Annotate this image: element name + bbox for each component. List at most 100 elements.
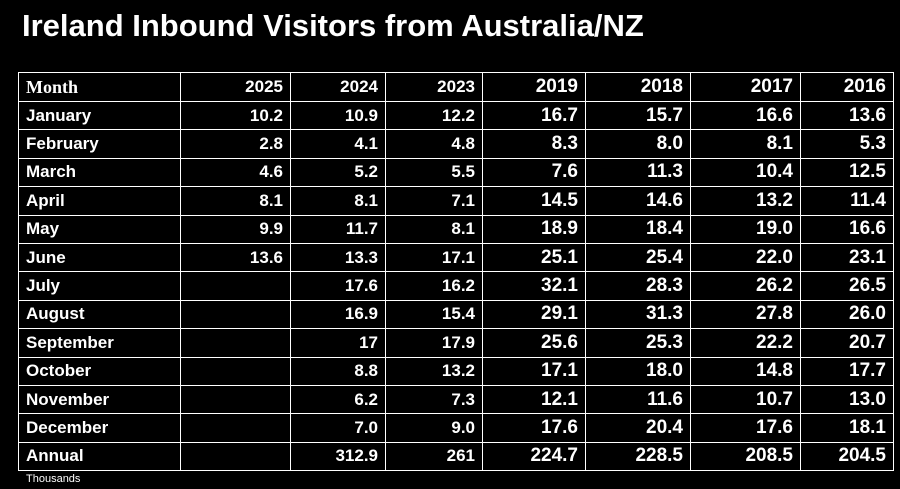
cell: 25.1 — [482, 242, 586, 273]
cell: 8.1 — [385, 214, 483, 244]
cell: 10.4 — [690, 157, 801, 188]
cell: 7.3 — [385, 384, 483, 415]
cell: 13.2 — [690, 186, 801, 216]
cell: 228.5 — [585, 441, 691, 472]
cell: 13.0 — [800, 384, 894, 415]
header-cell: Month — [18, 72, 181, 102]
cell: 12.1 — [482, 384, 586, 415]
cell: 224.7 — [482, 441, 586, 472]
cell — [180, 356, 291, 386]
cell: 16.7 — [482, 100, 586, 131]
cell — [180, 384, 291, 415]
cell: 17.6 — [690, 413, 801, 443]
cell: January — [18, 100, 181, 131]
cell: 22.0 — [690, 242, 801, 273]
cell: 204.5 — [800, 441, 894, 472]
cell: 8.3 — [482, 129, 586, 159]
cell: 25.6 — [482, 328, 586, 358]
cell: 8.1 — [180, 186, 291, 216]
cell: 11.3 — [585, 157, 691, 188]
cell: 17.1 — [385, 242, 483, 273]
cell: 17.6 — [290, 271, 386, 301]
cell: November — [18, 384, 181, 415]
cell: 4.6 — [180, 157, 291, 188]
cell — [180, 271, 291, 301]
table-row: July 17.6 16.2 32.1 28.3 26.2 26.5 — [18, 271, 894, 301]
cell: 12.2 — [385, 100, 483, 131]
cell: 2.8 — [180, 129, 291, 159]
cell: 18.9 — [482, 214, 586, 244]
cell: 32.1 — [482, 271, 586, 301]
table-row: December 7.0 9.0 17.6 20.4 17.6 18.1 — [18, 413, 894, 443]
cell: 8.8 — [290, 356, 386, 386]
cell: 11.4 — [800, 186, 894, 216]
cell: 16.2 — [385, 271, 483, 301]
cell: 17 — [290, 328, 386, 358]
cell: 14.5 — [482, 186, 586, 216]
cell: 17.6 — [482, 413, 586, 443]
cell: 261 — [385, 441, 483, 472]
cell: May — [18, 214, 181, 244]
cell: 8.0 — [585, 129, 691, 159]
cell: 7.0 — [290, 413, 386, 443]
cell: 11.6 — [585, 384, 691, 415]
table-row: October 8.8 13.2 17.1 18.0 14.8 17.7 — [18, 356, 894, 386]
cell: 20.7 — [800, 328, 894, 358]
cell — [180, 413, 291, 443]
cell: 16.6 — [690, 100, 801, 131]
cell: March — [18, 157, 181, 188]
table-row: August 16.9 15.4 29.1 31.3 27.8 26.0 — [18, 299, 894, 330]
header-row: Month 2025 2024 2023 2019 2018 2017 2016 — [18, 72, 894, 102]
cell: February — [18, 129, 181, 159]
cell: 15.7 — [585, 100, 691, 131]
cell: 25.3 — [585, 328, 691, 358]
table-row: September 17 17.9 25.6 25.3 22.2 20.7 — [18, 328, 894, 358]
table-row: Annual 312.9 261 224.7 228.5 208.5 204.5 — [18, 441, 894, 472]
cell: 312.9 — [290, 441, 386, 472]
title: Ireland Inbound Visitors from Australia/… — [22, 8, 644, 43]
cell: 13.3 — [290, 242, 386, 273]
cell: 25.4 — [585, 242, 691, 273]
cell: 26.5 — [800, 271, 894, 301]
cell: 18.0 — [585, 356, 691, 386]
cell: 14.6 — [585, 186, 691, 216]
cell: 11.7 — [290, 214, 386, 244]
cell: 13.6 — [800, 100, 894, 131]
cell: 27.8 — [690, 299, 801, 330]
table-row: February 2.8 4.1 4.8 8.3 8.0 8.1 5.3 — [18, 129, 894, 159]
cell: Annual — [18, 441, 181, 472]
cell: 7.6 — [482, 157, 586, 188]
cell: July — [18, 271, 181, 301]
cell: April — [18, 186, 181, 216]
cell: 13.2 — [385, 356, 483, 386]
header-cell: 2016 — [800, 72, 894, 102]
header-cell: 2019 — [482, 72, 586, 102]
cell: 4.1 — [290, 129, 386, 159]
cell: 13.6 — [180, 242, 291, 273]
header-cell: 2024 — [290, 72, 386, 102]
cell: 12.5 — [800, 157, 894, 188]
cell: 22.2 — [690, 328, 801, 358]
cell: 4.8 — [385, 129, 483, 159]
table-row: March 4.6 5.2 5.5 7.6 11.3 10.4 12.5 — [18, 157, 894, 188]
cell — [180, 328, 291, 358]
cell: 8.1 — [690, 129, 801, 159]
cell: 15.4 — [385, 299, 483, 330]
cell: 8.1 — [290, 186, 386, 216]
cell: August — [18, 299, 181, 330]
table-row: April 8.1 8.1 7.1 14.5 14.6 13.2 11.4 — [18, 186, 894, 216]
cell: 18.4 — [585, 214, 691, 244]
cell: 31.3 — [585, 299, 691, 330]
cell: June — [18, 242, 181, 273]
table-row: January 10.2 10.9 12.2 16.7 15.7 16.6 13.6 — [18, 100, 894, 131]
table-row: June 13.6 13.3 17.1 25.1 25.4 22.0 23.1 — [18, 242, 894, 273]
table-row: November 6.2 7.3 12.1 11.6 10.7 13.0 — [18, 384, 894, 415]
cell: 16.9 — [290, 299, 386, 330]
cell: 208.5 — [690, 441, 801, 472]
cell: 5.2 — [290, 157, 386, 188]
cell: 26.2 — [690, 271, 801, 301]
cell: 28.3 — [585, 271, 691, 301]
cell — [180, 441, 291, 472]
cell — [180, 299, 291, 330]
